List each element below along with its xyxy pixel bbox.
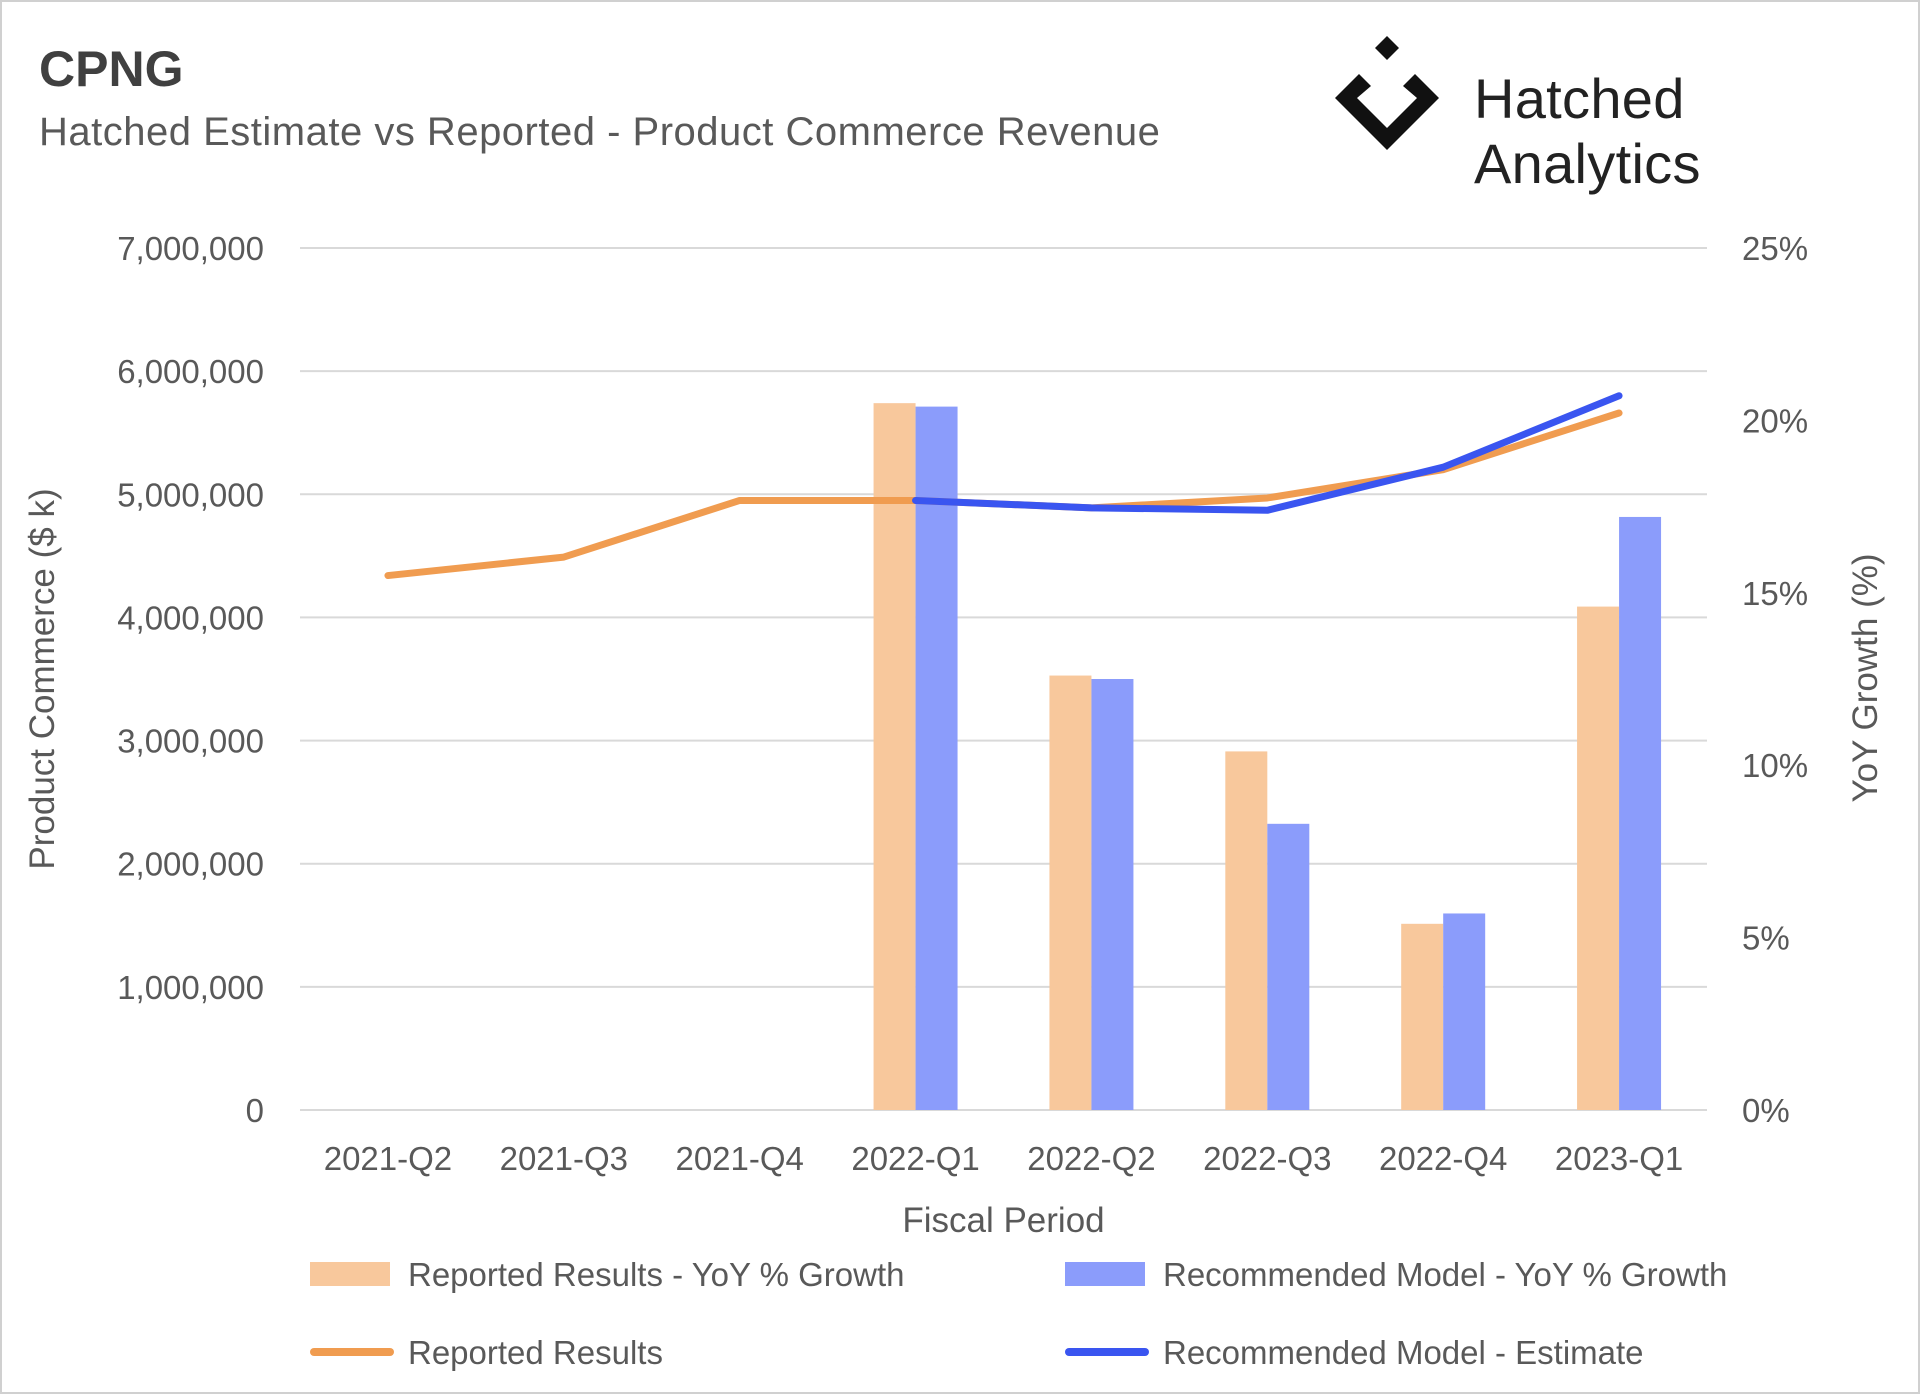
hatched-diamond-logo-icon bbox=[1327, 32, 1447, 162]
model-growth-bar bbox=[1267, 823, 1310, 1110]
y2-tick-label: 10% bbox=[1742, 747, 1808, 784]
y-tick-label: 4,000,000 bbox=[117, 599, 264, 636]
x-tick-label: 2021-Q3 bbox=[500, 1140, 628, 1177]
y-axis-title: Product Commerce ($ k) bbox=[23, 488, 62, 869]
x-tick-label: 2023-Q1 bbox=[1555, 1140, 1683, 1177]
legend-label: Recommended Model - YoY % Growth bbox=[1163, 1256, 1727, 1293]
y2-tick-label: 5% bbox=[1742, 920, 1790, 957]
x-tick-label: 2022-Q3 bbox=[1203, 1140, 1331, 1177]
y2-tick-label: 15% bbox=[1742, 575, 1808, 612]
y-tick-label: 0 bbox=[246, 1092, 264, 1129]
legend-swatch bbox=[1065, 1262, 1145, 1286]
chart-subtitle: Hatched Estimate vs Reported - Product C… bbox=[39, 110, 1161, 154]
model-growth-bar bbox=[1443, 913, 1486, 1110]
model-growth-bar bbox=[915, 406, 958, 1110]
x-tick-label: 2022-Q2 bbox=[1027, 1140, 1155, 1177]
y2-axis-title: YoY Growth (%) bbox=[1846, 554, 1885, 803]
model-growth-bar bbox=[1619, 516, 1662, 1110]
legend-label: Reported Results - YoY % Growth bbox=[408, 1256, 904, 1293]
brand-name: Hatched Analytics bbox=[1474, 67, 1701, 195]
reported-growth-bar bbox=[1401, 923, 1444, 1110]
y-tick-label: 6,000,000 bbox=[117, 353, 264, 390]
x-tick-label: 2021-Q2 bbox=[324, 1140, 452, 1177]
x-tick-label: 2022-Q4 bbox=[1379, 1140, 1507, 1177]
legend-swatch bbox=[310, 1262, 390, 1286]
reported-growth-bar bbox=[873, 403, 916, 1110]
x-tick-label: 2022-Q1 bbox=[851, 1140, 979, 1177]
legend-label: Reported Results bbox=[408, 1334, 663, 1371]
reported-growth-bar bbox=[1049, 675, 1092, 1110]
model-growth-bar bbox=[1091, 679, 1134, 1110]
y2-tick-label: 0% bbox=[1742, 1092, 1790, 1129]
x-axis-title: Fiscal Period bbox=[902, 1201, 1104, 1240]
y-tick-label: 3,000,000 bbox=[117, 723, 264, 760]
y-tick-label: 7,000,000 bbox=[117, 230, 264, 267]
y2-tick-label: 25% bbox=[1742, 230, 1808, 267]
reported-growth-bar bbox=[1225, 751, 1268, 1110]
reported-growth-bar bbox=[1577, 606, 1620, 1110]
chart-ticker-title: CPNG bbox=[39, 41, 184, 97]
x-tick-label: 2021-Q4 bbox=[675, 1140, 803, 1177]
legend-label: Recommended Model - Estimate bbox=[1163, 1334, 1644, 1371]
model-estimate-line bbox=[912, 392, 1623, 514]
y2-tick-label: 20% bbox=[1742, 402, 1808, 439]
y-tick-label: 5,000,000 bbox=[117, 476, 264, 513]
y-tick-label: 2,000,000 bbox=[117, 846, 264, 883]
y-tick-label: 1,000,000 bbox=[117, 969, 264, 1006]
